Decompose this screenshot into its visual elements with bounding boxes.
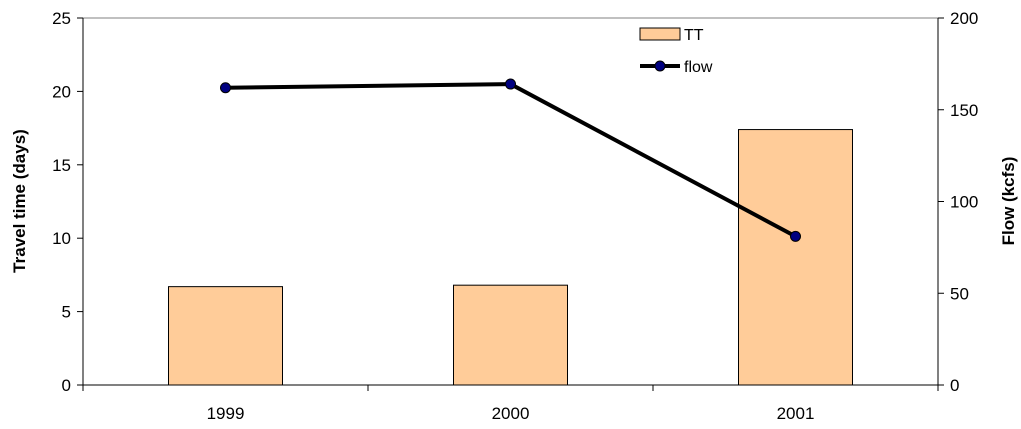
right-tick-label: 150 — [950, 101, 978, 120]
left-tick-label: 10 — [52, 229, 71, 248]
x-axis: 1999 2000 2001 — [82, 384, 939, 423]
y-axis-title: Travel time (days) — [10, 129, 29, 273]
left-tick-label: 15 — [52, 156, 71, 175]
right-axis: 0 50 100 150 200 — [937, 9, 978, 395]
bar-tt-1999 — [168, 286, 283, 386]
point-flow-2001 — [790, 230, 801, 242]
bar-tt-2001 — [738, 129, 853, 386]
point-flow-1999 — [220, 82, 231, 94]
x-tick-label: 1999 — [207, 404, 245, 423]
legend: TT flow — [637, 20, 727, 76]
x-tick-label: 2001 — [777, 404, 815, 423]
legend-label-tt: TT — [684, 27, 704, 44]
left-tick-label: 5 — [62, 303, 71, 322]
right-tick-label: 0 — [950, 376, 959, 395]
right-tick-label: 200 — [950, 9, 978, 28]
right-tick-label: 50 — [950, 284, 969, 303]
legend-label-flow: flow — [684, 59, 713, 76]
plot-area — [82, 17, 939, 386]
left-tick-label: 0 — [62, 376, 71, 395]
left-tick-label: 25 — [52, 9, 71, 28]
right-tick-label: 100 — [950, 193, 978, 212]
legend-marker-flow — [654, 60, 666, 72]
y2-axis-title: Flow (kcfs) — [999, 157, 1018, 246]
left-axis: 0 5 10 15 20 25 — [52, 9, 84, 395]
bar-tt-2000 — [453, 284, 568, 386]
x-tick-label: 2000 — [492, 404, 530, 423]
legend-swatch-tt — [639, 27, 681, 41]
left-tick-label: 20 — [52, 82, 71, 101]
point-flow-2000 — [505, 78, 516, 90]
